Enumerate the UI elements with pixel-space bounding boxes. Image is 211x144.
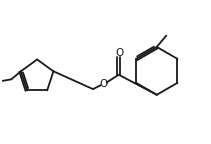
Text: O: O [100,79,108,89]
Text: O: O [115,48,123,58]
